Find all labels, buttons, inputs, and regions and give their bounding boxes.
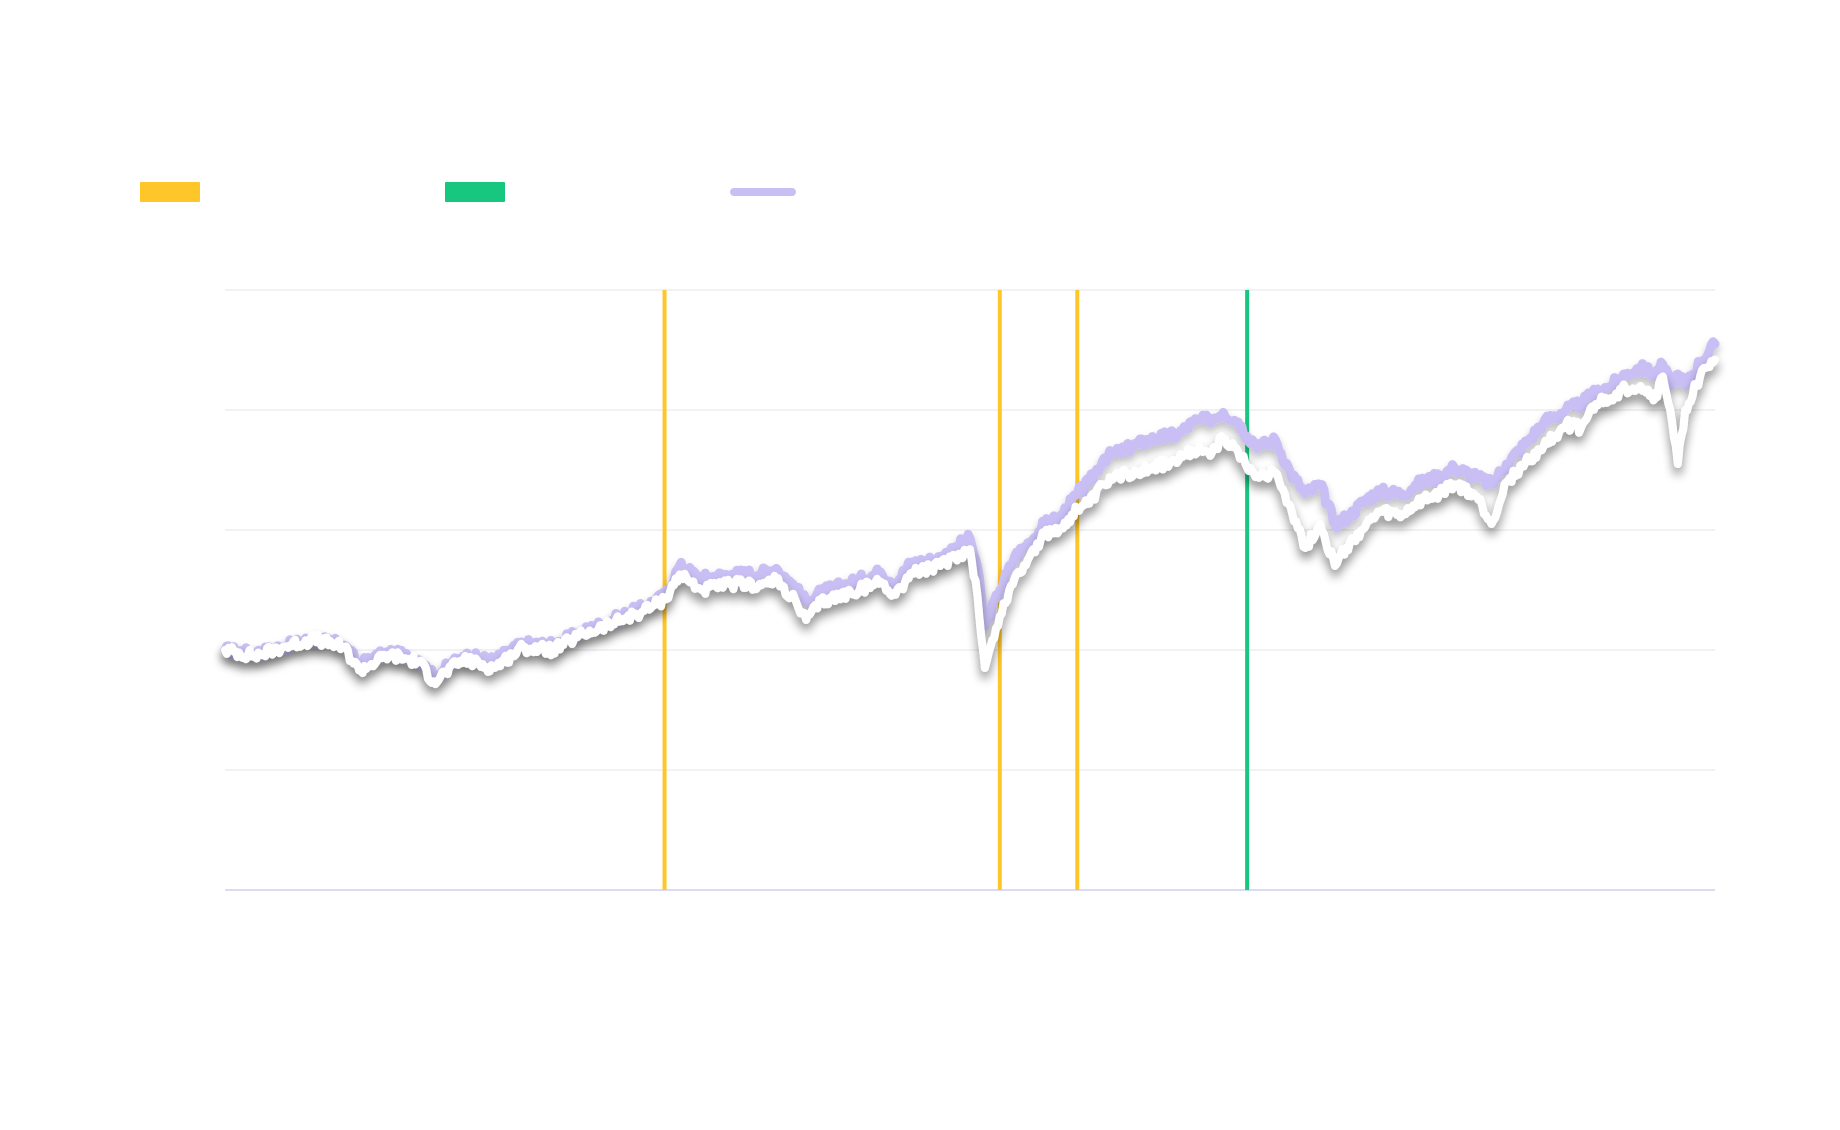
grid-layer bbox=[225, 289, 1715, 891]
legend-item-purple[interactable] bbox=[730, 180, 808, 204]
legend-item-yellow[interactable] bbox=[140, 180, 212, 204]
series-line-purple bbox=[220, 337, 1720, 684]
legend-swatch-purple bbox=[730, 188, 796, 196]
legend-swatch-green bbox=[445, 182, 505, 202]
series-line-white bbox=[221, 355, 1719, 689]
series-layer bbox=[220, 337, 1720, 689]
legend-item-green[interactable] bbox=[445, 180, 517, 204]
legend-swatch-yellow bbox=[140, 182, 200, 202]
chart-legend bbox=[140, 180, 1040, 204]
